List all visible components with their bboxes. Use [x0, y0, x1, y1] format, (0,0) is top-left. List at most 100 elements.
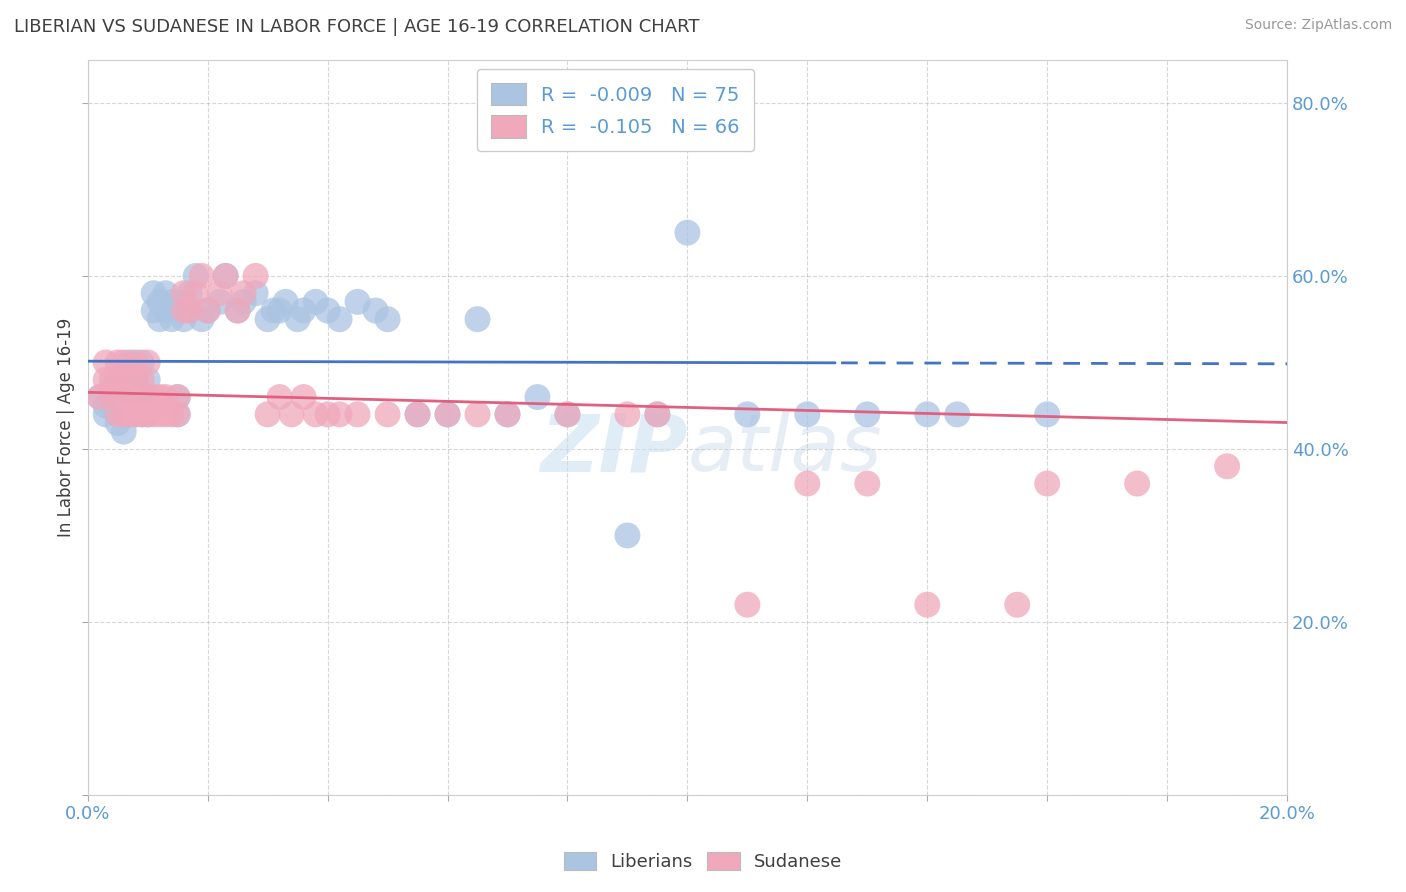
- Point: [796, 408, 818, 422]
- Point: [214, 268, 236, 283]
- Point: [173, 294, 195, 309]
- Point: [245, 286, 267, 301]
- Point: [245, 268, 267, 283]
- Point: [647, 408, 669, 422]
- Point: [149, 408, 172, 422]
- Point: [112, 408, 135, 422]
- Point: [118, 408, 141, 422]
- Point: [856, 408, 879, 422]
- Point: [292, 303, 315, 318]
- Point: [190, 312, 212, 326]
- Point: [112, 390, 135, 404]
- Point: [329, 312, 352, 326]
- Point: [647, 408, 669, 422]
- Point: [136, 355, 159, 369]
- Point: [316, 408, 339, 422]
- Point: [89, 390, 111, 404]
- Point: [1036, 476, 1059, 491]
- Point: [346, 408, 368, 422]
- Point: [166, 390, 188, 404]
- Point: [190, 268, 212, 283]
- Point: [125, 408, 148, 422]
- Point: [856, 476, 879, 491]
- Point: [155, 303, 177, 318]
- Point: [118, 390, 141, 404]
- Point: [316, 303, 339, 318]
- Point: [112, 355, 135, 369]
- Point: [526, 390, 548, 404]
- Point: [136, 408, 159, 422]
- Point: [100, 390, 122, 404]
- Point: [496, 408, 519, 422]
- Point: [131, 355, 153, 369]
- Point: [304, 294, 326, 309]
- Point: [179, 286, 201, 301]
- Point: [173, 303, 195, 318]
- Point: [737, 598, 759, 612]
- Point: [149, 294, 172, 309]
- Point: [112, 390, 135, 404]
- Point: [166, 390, 188, 404]
- Point: [94, 408, 117, 422]
- Point: [406, 408, 429, 422]
- Point: [1005, 598, 1028, 612]
- Legend: Liberians, Sudanese: Liberians, Sudanese: [557, 845, 849, 879]
- Point: [118, 355, 141, 369]
- Point: [112, 373, 135, 387]
- Point: [166, 408, 188, 422]
- Point: [208, 294, 231, 309]
- Y-axis label: In Labor Force | Age 16-19: In Labor Force | Age 16-19: [58, 318, 75, 537]
- Point: [118, 373, 141, 387]
- Text: Source: ZipAtlas.com: Source: ZipAtlas.com: [1244, 18, 1392, 32]
- Point: [917, 598, 939, 612]
- Point: [557, 408, 579, 422]
- Point: [377, 408, 399, 422]
- Point: [107, 416, 129, 430]
- Point: [436, 408, 458, 422]
- Point: [226, 303, 249, 318]
- Point: [94, 373, 117, 387]
- Text: LIBERIAN VS SUDANESE IN LABOR FORCE | AGE 16-19 CORRELATION CHART: LIBERIAN VS SUDANESE IN LABOR FORCE | AG…: [14, 18, 700, 36]
- Point: [136, 390, 159, 404]
- Point: [125, 408, 148, 422]
- Point: [166, 408, 188, 422]
- Point: [142, 303, 165, 318]
- Point: [107, 408, 129, 422]
- Point: [263, 303, 285, 318]
- Point: [173, 286, 195, 301]
- Point: [118, 408, 141, 422]
- Point: [256, 408, 278, 422]
- Point: [796, 476, 818, 491]
- Point: [269, 303, 291, 318]
- Point: [136, 390, 159, 404]
- Point: [112, 425, 135, 439]
- Point: [364, 303, 387, 318]
- Point: [197, 303, 219, 318]
- Point: [467, 408, 489, 422]
- Point: [406, 408, 429, 422]
- Point: [436, 408, 458, 422]
- Point: [149, 390, 172, 404]
- Point: [100, 390, 122, 404]
- Point: [118, 373, 141, 387]
- Point: [160, 294, 183, 309]
- Point: [107, 408, 129, 422]
- Point: [149, 312, 172, 326]
- Point: [208, 286, 231, 301]
- Point: [131, 408, 153, 422]
- Point: [226, 303, 249, 318]
- Point: [946, 408, 969, 422]
- Point: [214, 268, 236, 283]
- Point: [737, 408, 759, 422]
- Legend: R =  -0.009   N = 75, R =  -0.105   N = 66: R = -0.009 N = 75, R = -0.105 N = 66: [477, 70, 754, 151]
- Point: [89, 390, 111, 404]
- Point: [100, 399, 122, 413]
- Point: [142, 286, 165, 301]
- Point: [131, 390, 153, 404]
- Point: [118, 390, 141, 404]
- Point: [112, 408, 135, 422]
- Point: [557, 408, 579, 422]
- Point: [197, 303, 219, 318]
- Point: [184, 268, 207, 283]
- Point: [292, 390, 315, 404]
